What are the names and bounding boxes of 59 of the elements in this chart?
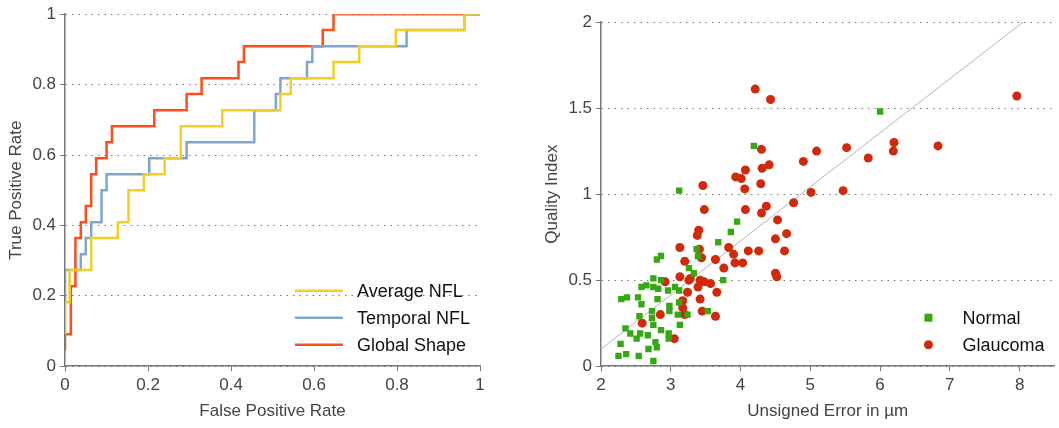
point [643, 282, 650, 289]
y-tick-label: 0.8 [32, 74, 57, 94]
point [675, 287, 683, 294]
y-axis-title: True Positive Rate [5, 120, 25, 260]
point [876, 108, 884, 115]
point [623, 294, 631, 301]
point [665, 335, 672, 342]
x-tick-label: 0 [60, 375, 70, 395]
legend-label: Normal [962, 307, 1021, 328]
point [636, 313, 643, 320]
x-tick-label: 0.8 [385, 375, 409, 395]
x-tick-label: 0.6 [302, 375, 326, 395]
y-tick-label: 0.5 [568, 269, 593, 289]
point [617, 340, 624, 348]
point [650, 321, 657, 329]
point [650, 357, 657, 365]
x-axis-title: Unsigned Error in µm [747, 401, 909, 421]
point [654, 295, 661, 303]
point [638, 301, 645, 308]
legend-label: Global Shape [356, 334, 467, 355]
point [675, 299, 683, 306]
x-tick-label: 3 [666, 375, 676, 395]
x-tick-label: 8 [1014, 375, 1025, 395]
y-tick-label: 1 [46, 3, 57, 23]
point [666, 307, 673, 315]
x-tick-label: 5 [805, 375, 816, 395]
point [664, 287, 672, 294]
legend-label: Temporal NFL [356, 307, 471, 328]
y-tick-label: 0.4 [32, 215, 57, 235]
point [615, 352, 622, 360]
legend-label: Average NFL [356, 280, 463, 301]
point [627, 330, 634, 337]
y-tick-label: 0.6 [32, 144, 57, 164]
x-tick-label: 4 [735, 375, 746, 395]
x-tick-label: 1 [475, 375, 485, 395]
x-tick-label: 2 [596, 375, 606, 395]
point [633, 335, 640, 342]
point [684, 311, 691, 318]
x-tick-label: 7 [945, 375, 955, 395]
x-tick-label: 6 [875, 375, 885, 395]
y-tick-label: 0 [46, 355, 57, 375]
y-tick-label: 1 [582, 183, 593, 203]
point [674, 311, 681, 318]
x-tick-label: 0.4 [219, 375, 243, 395]
point [675, 187, 683, 194]
point [634, 294, 642, 301]
x-axis-title: False Positive Rate [199, 401, 346, 421]
y-tick-label: 0.2 [32, 285, 57, 305]
y-tick-label: 1.5 [568, 97, 593, 117]
y-axis-title: Quality Index [541, 144, 561, 244]
y-tick-label: 2 [582, 11, 593, 31]
point [622, 325, 629, 332]
point [650, 275, 657, 282]
x-tick-label: 0.2 [136, 375, 160, 395]
point [645, 345, 652, 353]
point [733, 218, 741, 225]
point [693, 245, 700, 253]
y-tick-label: 0 [582, 355, 593, 375]
legend-label: Glaucoma [962, 334, 1046, 355]
